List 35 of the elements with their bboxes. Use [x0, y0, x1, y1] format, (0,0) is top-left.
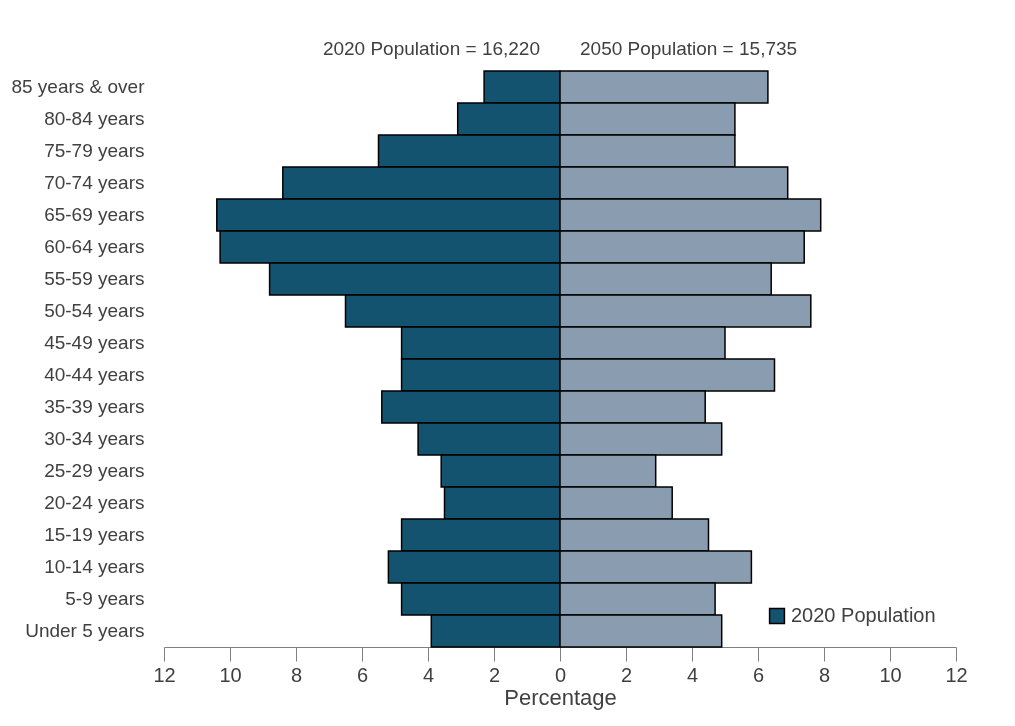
y-tick-label: 85 years & over [11, 76, 146, 97]
y-tick-label: 65-69 years [44, 204, 145, 225]
x-tick-label: 8 [290, 663, 303, 686]
y-tick-label: 70-74 years [44, 172, 145, 193]
x-tick-label: 4 [686, 663, 699, 686]
y-tick-label: Under 5 years [25, 620, 145, 641]
x-tick-label: 10 [879, 663, 902, 686]
y-tick-label: 45-49 years [44, 332, 145, 353]
y-tick-label: 55-59 years [44, 268, 145, 289]
x-tick-label: 6 [752, 663, 765, 686]
x-tick-label: 4 [422, 663, 435, 686]
y-tick-label: 15-19 years [44, 524, 145, 545]
x-tick-label: 12 [945, 663, 968, 686]
y-tick-label: 25-29 years [44, 460, 145, 481]
y-tick-label: 5-9 years [65, 588, 145, 609]
text: 2020 Population = 16,220 [322, 38, 540, 59]
text: 2050 Population = 15,735 [580, 38, 798, 59]
x-tick-label: 8 [818, 663, 831, 686]
legend-label: 2020 Population [791, 604, 936, 626]
y-tick-label: 50-54 years [44, 300, 145, 321]
x-axis-title: Percentage [504, 684, 617, 710]
x-tick-label: 10 [219, 663, 242, 686]
y-tick-label: 80-84 years [44, 108, 145, 129]
y-tick-label: 35-39 years [44, 396, 145, 417]
x-tick-label: 2 [488, 663, 501, 686]
x-tick-label: 0 [554, 663, 567, 686]
y-tick-label: 20-24 years [44, 492, 145, 513]
x-tick-label: 12 [153, 663, 176, 686]
y-tick-label: 10-14 years [44, 556, 145, 577]
x-tick-label: 2 [620, 663, 633, 686]
y-tick-label: 75-79 years [44, 140, 145, 161]
x-tick-label: 6 [356, 663, 369, 686]
y-tick-label: 60-64 years [44, 236, 145, 257]
y-tick-label: 30-34 years [44, 428, 145, 449]
y-tick-label: 40-44 years [44, 364, 145, 385]
